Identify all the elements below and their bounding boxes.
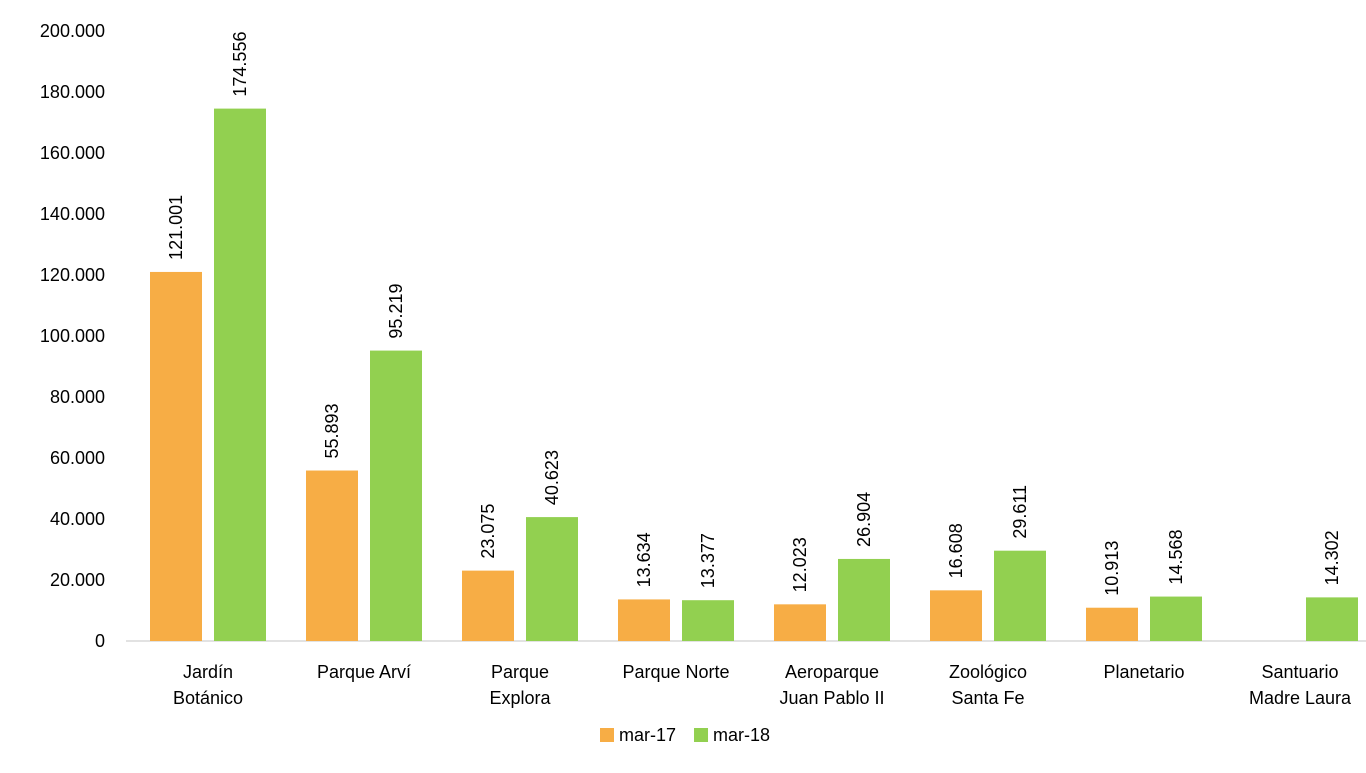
bar <box>150 271 202 641</box>
bar <box>994 550 1046 641</box>
value-label: 40.623 <box>542 450 562 505</box>
bar <box>838 558 890 641</box>
legend-label: mar-18 <box>713 725 770 745</box>
bar <box>306 470 358 641</box>
x-tick-label: Parque Arví <box>317 662 411 682</box>
value-label: 10.913 <box>1102 541 1122 596</box>
bar <box>682 600 734 641</box>
value-label: 26.904 <box>854 492 874 547</box>
value-label: 95.219 <box>386 284 406 339</box>
x-tick-label: Planetario <box>1103 662 1184 682</box>
bar <box>1086 607 1138 641</box>
bar <box>930 590 982 641</box>
y-tick-label: 0 <box>95 631 105 651</box>
y-tick-label: 140.000 <box>40 204 105 224</box>
y-tick-label: 20.000 <box>50 570 105 590</box>
bar <box>618 599 670 641</box>
bar <box>1306 597 1358 641</box>
x-tick-label: Jardín Botánico <box>173 662 243 708</box>
y-tick-label: 100.000 <box>40 326 105 346</box>
y-tick-label: 60.000 <box>50 448 105 468</box>
value-label: 55.893 <box>322 403 342 458</box>
bar <box>526 517 578 641</box>
value-label: 16.608 <box>946 523 966 578</box>
value-label: 29.611 <box>1010 485 1030 539</box>
bar <box>214 108 266 642</box>
value-label: 121.001 <box>166 195 186 260</box>
x-tick-label: Santuario Madre Laura <box>1249 662 1352 708</box>
y-tick-label: 160.000 <box>40 143 105 163</box>
value-label: 14.568 <box>1166 530 1186 585</box>
value-label: 12.023 <box>790 537 810 592</box>
value-label: 23.075 <box>478 504 498 559</box>
y-tick-label: 80.000 <box>50 387 105 407</box>
value-label: 174.556 <box>230 32 250 97</box>
value-label: 13.377 <box>698 533 718 588</box>
y-tick-label: 180.000 <box>40 82 105 102</box>
x-tick-label: Parque Norte <box>622 662 729 682</box>
y-tick-label: 40.000 <box>50 509 105 529</box>
bar <box>462 570 514 641</box>
legend-swatch <box>694 728 709 742</box>
x-tick-label: Zoológico Santa Fe <box>949 662 1027 708</box>
value-label: 13.634 <box>634 532 654 587</box>
legend-label: mar-17 <box>619 725 676 745</box>
x-tick-label: Aeroparque Juan Pablo II <box>779 662 884 708</box>
y-tick-label: 120.000 <box>40 265 105 285</box>
value-label: 14.302 <box>1322 530 1342 585</box>
y-tick-label: 200.000 <box>40 21 105 41</box>
bar <box>774 604 826 641</box>
legend-swatch <box>600 728 614 742</box>
bar <box>370 350 422 641</box>
bar <box>1150 596 1202 641</box>
x-tick-label: Parque Explora <box>489 662 551 708</box>
